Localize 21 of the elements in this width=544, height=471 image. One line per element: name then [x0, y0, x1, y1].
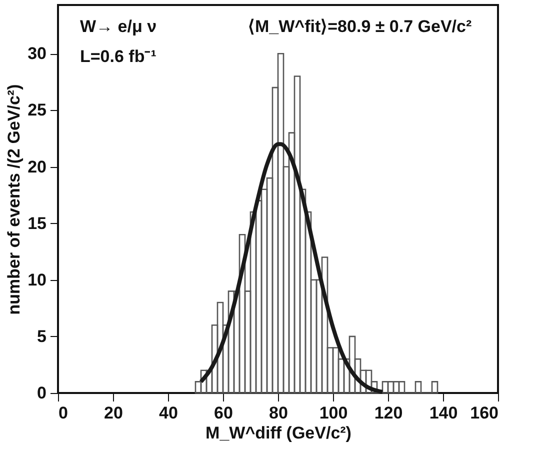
y-tick-label: 15: [28, 214, 46, 233]
y-tick-label: 20: [28, 157, 46, 176]
annotation: W→ e/μ ν: [80, 17, 157, 36]
y-tick-label: 10: [28, 270, 46, 290]
x-tick-label: 0: [58, 404, 68, 422]
x-tick-label: 80: [269, 404, 288, 422]
annotation: L=0.6 fb⁻¹: [80, 47, 157, 66]
annotation: ⟨M_W^fit⟩=80.9 ± 0.7 GeV/c²: [248, 17, 472, 36]
y-axis-title: number of events /(2 GeV/c²): [4, 84, 24, 315]
y-tick-label: 30: [28, 44, 46, 64]
x-tick-label: 20: [104, 404, 123, 422]
x-tick-label: 160: [470, 404, 498, 422]
x-axis-title: M_W^diff (GeV/c²): [206, 424, 352, 442]
x-tick-label: 60: [214, 404, 233, 422]
y-tick-label: 25: [28, 100, 46, 120]
x-tick-label: 100: [319, 404, 348, 422]
x-tick-label: 140: [429, 404, 458, 422]
x-tick-label: 120: [374, 404, 403, 422]
y-tick-label: 5: [37, 326, 46, 346]
y-tick-label: 0: [37, 384, 46, 402]
x-tick-label: 40: [159, 404, 178, 422]
